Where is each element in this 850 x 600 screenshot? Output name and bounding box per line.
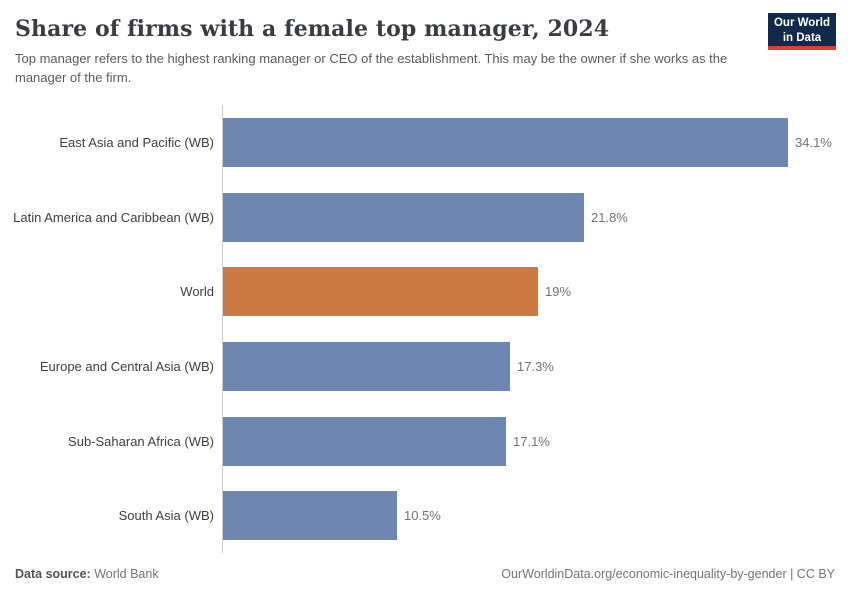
- bar[interactable]: [223, 491, 397, 541]
- bar[interactable]: [223, 341, 510, 391]
- bar-value-label: 17.3%: [517, 358, 554, 374]
- owid-logo[interactable]: Our World in Data: [768, 13, 836, 50]
- y-axis-line: [222, 105, 223, 553]
- bar-value-label: 19%: [545, 284, 572, 300]
- bar-value-label: 17.1%: [513, 433, 550, 449]
- owid-attribution-link[interactable]: OurWorldinData.org/economic-inequality-b…: [501, 567, 835, 581]
- bar-value-label: 21.8%: [591, 209, 628, 225]
- bar-rows: East Asia and Pacific (WB) 34.1% Latin A…: [0, 105, 850, 553]
- bar-row: World 19%: [0, 254, 850, 329]
- bar[interactable]: [223, 267, 538, 317]
- bar-row: Latin America and Caribbean (WB) 21.8%: [0, 180, 850, 255]
- data-source: Data source: World Bank: [15, 567, 159, 581]
- bar-row: South Asia (WB) 10.5%: [0, 478, 850, 553]
- bar-value-label: 10.5%: [404, 508, 441, 524]
- bar-track: 21.8%: [222, 192, 850, 242]
- owid-logo-line1: Our World: [773, 17, 830, 29]
- bar-chart: East Asia and Pacific (WB) 34.1% Latin A…: [0, 105, 850, 553]
- category-label: World: [180, 284, 214, 300]
- chart-subtitle: Top manager refers to the highest rankin…: [15, 51, 728, 86]
- bar[interactable]: [223, 416, 506, 466]
- owid-logo-line2: in Data: [782, 31, 822, 44]
- bar-row: East Asia and Pacific (WB) 34.1%: [0, 105, 850, 180]
- page-title: Share of firms with a female top manager…: [15, 16, 610, 42]
- category-label: Sub-Saharan Africa (WB): [68, 433, 214, 449]
- bar[interactable]: [223, 117, 788, 167]
- bar-row: Sub-Saharan Africa (WB) 17.1%: [0, 404, 850, 479]
- bar-row: Europe and Central Asia (WB) 17.3%: [0, 329, 850, 404]
- category-label: South Asia (WB): [118, 508, 214, 524]
- bar-track: 34.1%: [222, 117, 850, 167]
- bar-track: 19%: [222, 267, 850, 317]
- bar-track: 17.1%: [222, 416, 850, 466]
- bar[interactable]: [223, 192, 584, 242]
- data-source-label: Data source:: [15, 567, 91, 581]
- category-label: Latin America and Caribbean (WB): [13, 209, 214, 225]
- data-source-value: World Bank: [90, 567, 159, 581]
- chart-footer: Data source: World Bank OurWorldinData.o…: [15, 567, 835, 581]
- category-label: Europe and Central Asia (WB): [39, 358, 214, 374]
- bar-track: 17.3%: [222, 341, 850, 391]
- category-label: East Asia and Pacific (WB): [59, 134, 214, 150]
- bar-track: 10.5%: [222, 491, 850, 541]
- bar-value-label: 34.1%: [795, 134, 832, 150]
- chart-header: Share of firms with a female top manager…: [0, 0, 850, 105]
